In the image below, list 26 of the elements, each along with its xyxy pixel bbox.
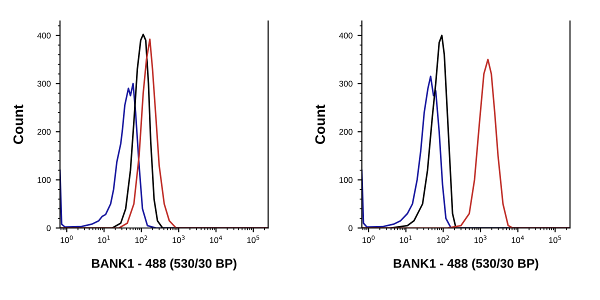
y-tick-label: 200 bbox=[37, 128, 51, 135]
y-tick-label: 0 bbox=[348, 225, 352, 232]
y-tick-label: 100 bbox=[340, 177, 352, 183]
y-tick-label: 300 bbox=[37, 80, 51, 87]
x-axis-title: BANK1 - 488 (530/30 BP) bbox=[394, 258, 538, 270]
y-tick-label: 300 bbox=[339, 80, 352, 87]
x-axis-title: BANK1 - 488 (530/30 BP) bbox=[92, 258, 236, 270]
x-tick-label: 10$^{4}$ bbox=[512, 236, 524, 244]
x-tick-label: 10$^{1}$ bbox=[400, 236, 412, 244]
y-axis-title: Count bbox=[13, 104, 24, 144]
x-tick-label: 10$^{3}$ bbox=[474, 235, 486, 244]
x-tick-label: 10$^{3}$ bbox=[172, 235, 185, 244]
y-tick-label: 400 bbox=[37, 32, 51, 39]
y-axis-title: Count bbox=[315, 104, 326, 144]
y-tick-label: 100 bbox=[38, 177, 51, 183]
x-tick-label: 10$^{2}$ bbox=[135, 235, 148, 244]
x-tick-label: 10$^{2}$ bbox=[437, 235, 450, 244]
x-tick-label: 10$^{5}$ bbox=[247, 236, 260, 244]
y-tick-label: 0 bbox=[46, 225, 51, 232]
x-tick-label: 10$^{1}$ bbox=[98, 236, 110, 244]
x-tick-label: 10$^{0}$ bbox=[362, 235, 375, 244]
y-tick-label: 400 bbox=[339, 32, 352, 39]
y-tick-label: 200 bbox=[339, 128, 352, 135]
x-tick-label: 10$^{5}$ bbox=[549, 236, 562, 244]
x-tick-label: 10$^{0}$ bbox=[60, 235, 73, 244]
x-tick-label: 10$^{4}$ bbox=[210, 236, 222, 244]
